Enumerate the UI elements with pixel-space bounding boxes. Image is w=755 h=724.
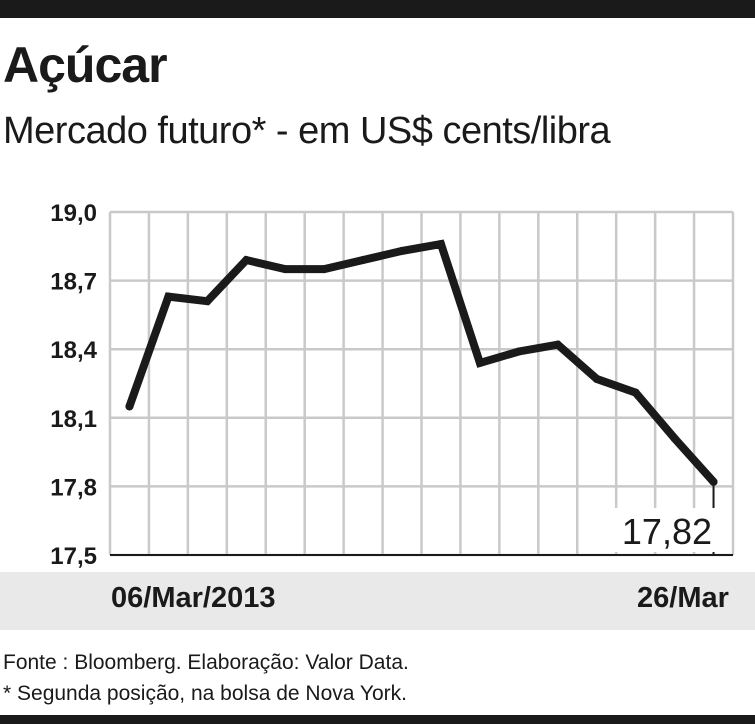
- data-point: [398, 246, 407, 255]
- x-axis-band: [0, 572, 755, 630]
- y-tick-label: 18,1: [50, 406, 97, 433]
- y-tick-label: 18,4: [50, 337, 97, 364]
- data-point: [164, 292, 173, 301]
- data-point: [125, 402, 134, 411]
- data-point: [475, 358, 484, 367]
- data-point: [436, 240, 445, 249]
- y-tick-label: 17,5: [50, 543, 97, 570]
- x-axis-start-label: 06/Mar/2013: [111, 582, 276, 614]
- last-value-label-bg: [612, 508, 718, 552]
- y-tick-label: 18,7: [50, 269, 97, 296]
- footnote: * Segunda posição, na bolsa de Nova York…: [3, 682, 407, 705]
- series-line: [125, 239, 718, 486]
- source-note: Fonte : Bloomberg. Elaboração: Valor Dat…: [3, 651, 409, 674]
- data-point: [281, 265, 290, 274]
- y-tick-label: 19,0: [50, 200, 97, 227]
- bottom-rule: [0, 715, 755, 724]
- data-point: [320, 265, 329, 274]
- data-point: [514, 347, 523, 356]
- y-tick-label: 17,8: [50, 474, 97, 501]
- data-point: [359, 256, 368, 265]
- chart-subtitle: Mercado futuro* - em US$ cents/libra: [3, 110, 611, 152]
- last-value-label: 17,82: [622, 511, 712, 552]
- data-point: [670, 434, 679, 443]
- x-axis-end-label: 26/Mar: [637, 582, 729, 614]
- data-point: [553, 340, 562, 349]
- top-rule: [0, 0, 755, 18]
- chart-title: Açúcar: [3, 37, 168, 93]
- data-point: [242, 256, 251, 265]
- data-point: [592, 374, 601, 383]
- data-point: [203, 297, 212, 306]
- data-point: [631, 388, 640, 397]
